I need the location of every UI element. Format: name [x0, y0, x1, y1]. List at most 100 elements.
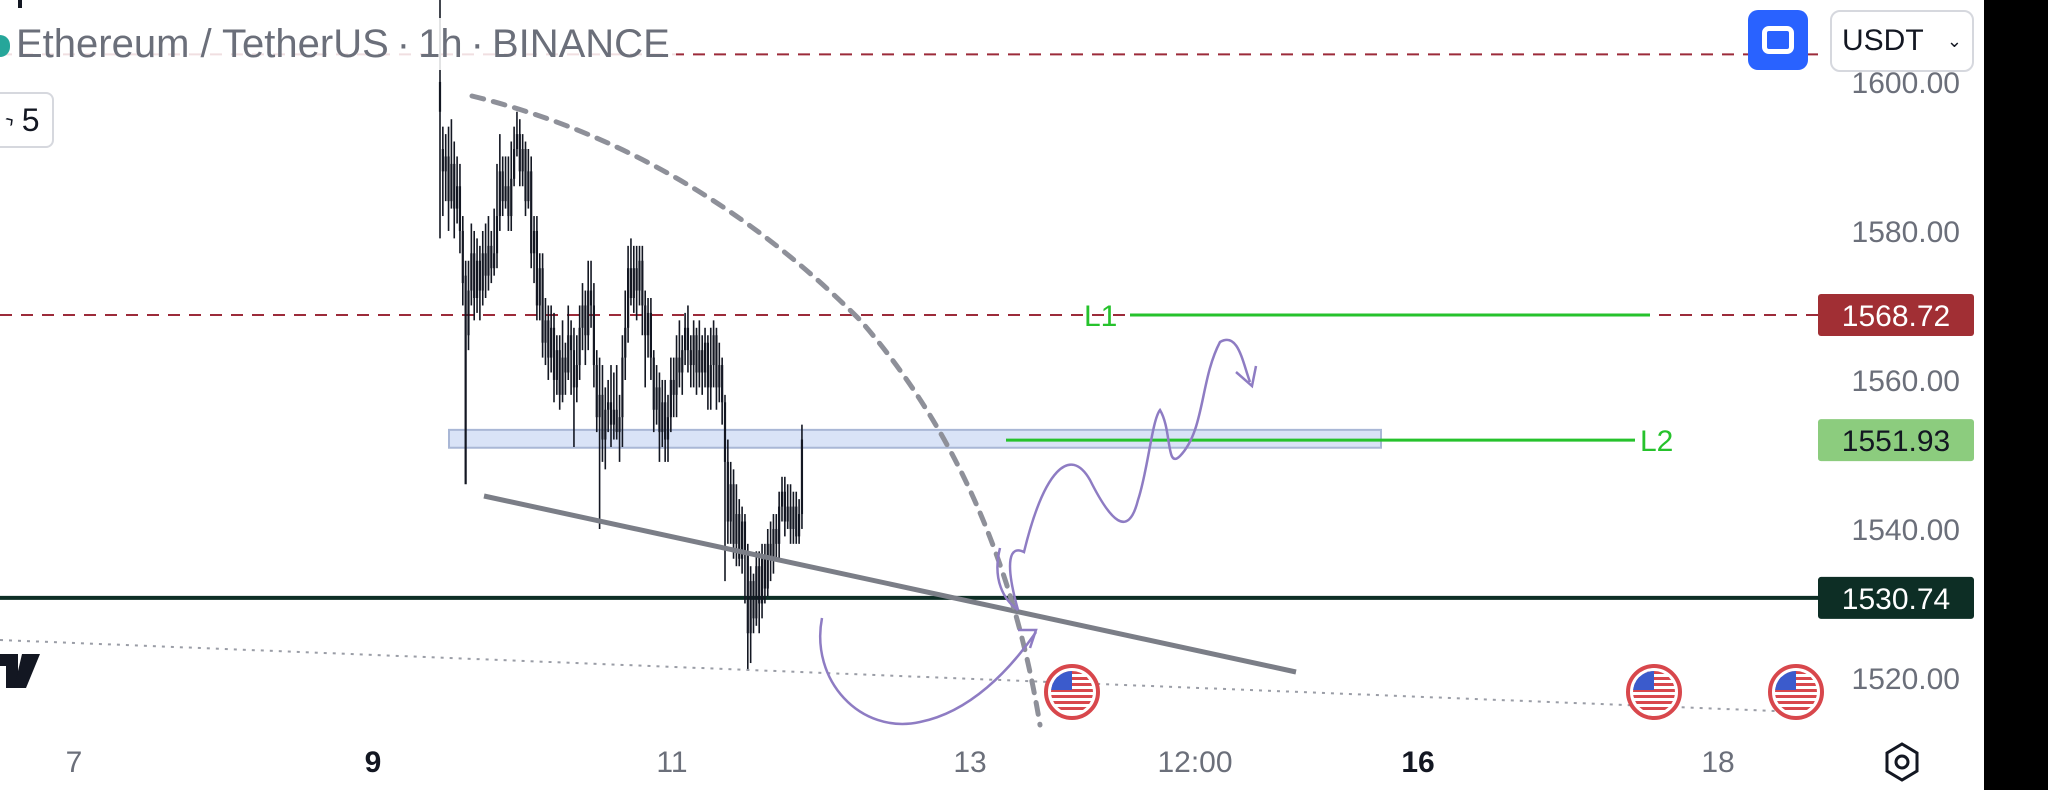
candle-body[interactable]	[438, 81, 442, 112]
candle-body[interactable]	[495, 216, 499, 254]
candle-body[interactable]	[581, 305, 584, 328]
candle-body[interactable]	[743, 521, 747, 552]
candle-body[interactable]	[695, 335, 698, 373]
candle-body[interactable]	[638, 260, 641, 291]
candle-body[interactable]	[552, 327, 556, 380]
us-flag-icon[interactable]	[1768, 664, 1824, 720]
candle-body[interactable]	[601, 394, 604, 440]
rebound-curve[interactable]	[819, 617, 1038, 725]
candle-body[interactable]	[792, 506, 795, 529]
candle-body[interactable]	[652, 357, 655, 410]
resistance-arc[interactable]	[469, 93, 1043, 728]
candle-body[interactable]	[766, 543, 769, 589]
candle-body[interactable]	[550, 327, 553, 358]
candle-body[interactable]	[538, 268, 541, 306]
candle-body[interactable]	[561, 357, 564, 395]
us-flag-icon[interactable]	[1626, 664, 1682, 720]
candle-body[interactable]	[703, 342, 707, 373]
candle-body[interactable]	[738, 514, 741, 559]
candle-body[interactable]	[478, 260, 481, 291]
candle-body[interactable]	[649, 312, 652, 358]
candle-body[interactable]	[567, 335, 570, 373]
candle-body[interactable]	[729, 484, 732, 522]
candle-body[interactable]	[515, 134, 519, 149]
candle-body[interactable]	[475, 260, 479, 298]
candle-body[interactable]	[453, 163, 456, 209]
candlestick-series[interactable]	[438, 0, 804, 671]
candle-body[interactable]	[675, 357, 678, 395]
candle-body[interactable]	[721, 365, 724, 403]
bounce-curve[interactable]	[996, 547, 1019, 612]
interval-label[interactable]: 1h	[418, 22, 463, 66]
candle-body[interactable]	[518, 134, 521, 172]
symbol-name[interactable]: Ethereum / TetherUS	[16, 22, 389, 66]
candle-body[interactable]	[800, 439, 804, 515]
candle-body[interactable]	[607, 402, 610, 410]
event-markers[interactable]	[1044, 664, 1824, 720]
candle-body[interactable]	[629, 268, 633, 298]
candle-body[interactable]	[746, 551, 749, 634]
currency-select[interactable]: USDT ⌄	[1830, 10, 1974, 72]
candle-body[interactable]	[718, 365, 721, 388]
candle-body[interactable]	[504, 186, 507, 202]
candle-body[interactable]	[458, 186, 462, 231]
candle-body[interactable]	[689, 350, 692, 366]
candle-body[interactable]	[709, 365, 712, 388]
settings-button[interactable]	[1880, 740, 1924, 784]
fullscreen-button[interactable]	[1748, 10, 1808, 70]
candle-body[interactable]	[456, 186, 459, 209]
candle-body[interactable]	[706, 342, 709, 388]
candle-body[interactable]	[507, 186, 510, 217]
candle-body[interactable]	[786, 506, 789, 522]
candle-body[interactable]	[655, 387, 658, 410]
candle-body[interactable]	[646, 312, 650, 336]
candle-body[interactable]	[715, 335, 718, 388]
candle-body[interactable]	[783, 491, 786, 522]
candle-body[interactable]	[681, 350, 684, 373]
candle-body[interactable]	[618, 417, 621, 433]
candle-body[interactable]	[775, 528, 778, 544]
candle-body[interactable]	[678, 357, 681, 373]
candle-body[interactable]	[484, 253, 487, 276]
candle-body[interactable]	[726, 461, 729, 522]
candle-body[interactable]	[752, 581, 755, 619]
candle-body[interactable]	[789, 506, 792, 529]
candle-body[interactable]	[795, 506, 798, 537]
candle-body[interactable]	[732, 484, 735, 544]
candle-body[interactable]	[592, 305, 595, 366]
candle-body[interactable]	[470, 253, 473, 291]
candle-body[interactable]	[595, 365, 598, 418]
tradingview-logo-icon[interactable]	[0, 648, 44, 694]
candle-body[interactable]	[772, 528, 775, 559]
dotted-trend-line[interactable]	[0, 639, 1801, 713]
candle-body[interactable]	[587, 290, 590, 336]
candle-body[interactable]	[624, 327, 627, 358]
candle-body[interactable]	[615, 409, 618, 433]
candle-body[interactable]	[763, 558, 766, 589]
candle-body[interactable]	[760, 558, 764, 604]
candle-body[interactable]	[493, 253, 496, 269]
candle-body[interactable]	[524, 149, 527, 202]
candle-body[interactable]	[686, 327, 690, 351]
candle-body[interactable]	[641, 260, 644, 306]
candle-body[interactable]	[527, 171, 530, 202]
exchange-label[interactable]: BINANCE	[491, 22, 670, 66]
candle-body[interactable]	[749, 581, 752, 634]
candle-body[interactable]	[473, 253, 476, 298]
candle-body[interactable]	[627, 268, 630, 328]
candle-body[interactable]	[535, 230, 538, 306]
candle-body[interactable]	[578, 327, 581, 366]
candle-body[interactable]	[555, 350, 558, 380]
projection-arrowhead[interactable]	[1235, 365, 1258, 389]
candle-body[interactable]	[612, 409, 615, 425]
drawings[interactable]: L1 L2	[0, 93, 1801, 728]
rebound-arrowhead[interactable]	[1018, 628, 1038, 649]
candle-body[interactable]	[664, 402, 667, 440]
candle-body[interactable]	[698, 350, 701, 373]
candle-body[interactable]	[570, 335, 573, 351]
falling-trend-line[interactable]	[483, 493, 1297, 675]
candle-body[interactable]	[684, 327, 687, 351]
candle-body[interactable]	[450, 163, 453, 202]
candle-body[interactable]	[444, 156, 447, 172]
